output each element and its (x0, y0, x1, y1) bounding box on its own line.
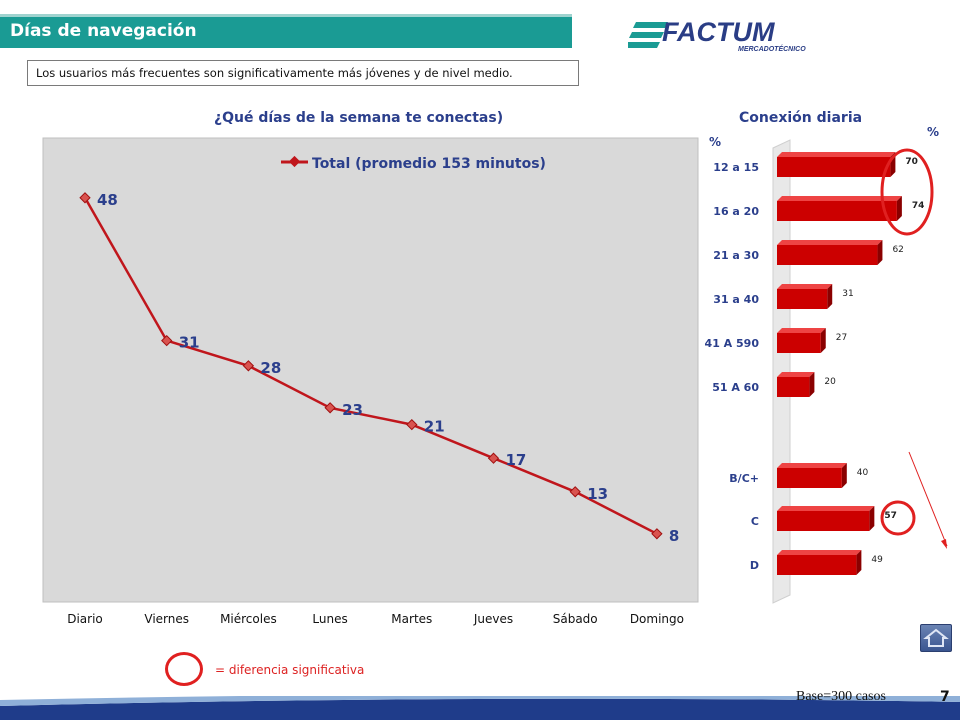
footer-band (0, 696, 960, 720)
title-bar (0, 14, 572, 48)
x-tick-label: Lunes (312, 612, 347, 626)
line-series-path (83, 197, 658, 535)
line-data-label: 21 (424, 418, 445, 436)
line-chart-plot-area (42, 137, 699, 603)
bar-data-label: 62 (892, 245, 903, 255)
legend-circle (165, 652, 203, 686)
page-title: Días de navegación (10, 21, 197, 41)
bar (777, 201, 897, 221)
line-chart-legend: Total (promedio 153 minutos) (281, 155, 546, 172)
bar (777, 511, 870, 531)
bar-side (869, 506, 875, 531)
bar-category-label: C (751, 515, 759, 528)
bar-top (777, 152, 896, 157)
significance-ellipse-c (880, 500, 916, 536)
bar-top (777, 196, 902, 201)
line-data-label: 13 (587, 485, 608, 503)
significance-ellipse-age (880, 148, 934, 236)
bar-category-label: 12 a 15 (713, 161, 759, 174)
bar-side (820, 328, 826, 353)
line-data-label: 8 (669, 527, 679, 545)
bar-side (877, 240, 883, 265)
line-point (79, 192, 91, 204)
x-tick-label: Jueves (473, 612, 513, 626)
line-data-label: 31 (179, 334, 200, 352)
bar-top (777, 550, 862, 555)
bar-top (777, 240, 883, 245)
line-data-label: 17 (506, 451, 527, 469)
bar (777, 377, 810, 397)
line-data-label: 48 (97, 191, 118, 209)
bar-data-label: 40 (857, 468, 869, 478)
logo-subtext: MERCADOTÉCNICO (738, 44, 806, 53)
line-point (651, 528, 663, 540)
bar-unit-left: % (709, 135, 721, 149)
base-note: Base=300 casos (796, 689, 886, 704)
bar (777, 245, 878, 265)
bar (777, 333, 821, 353)
line-point (487, 452, 500, 464)
bar-category-label: B/C+ (729, 472, 759, 485)
subtitle-box: Los usuarios más frecuentes son signific… (27, 60, 579, 86)
logo-text: FACTUM (662, 17, 775, 47)
bar-data-label: 49 (871, 555, 883, 565)
trend-arrow-head (941, 539, 947, 549)
bar-data-label: 70 (905, 157, 918, 167)
bar-side (841, 463, 847, 488)
bar-category-label: 16 a 20 (713, 205, 759, 218)
bar-chart-title: Conexión diaria (739, 110, 863, 126)
bar (777, 289, 828, 309)
line-point (161, 334, 173, 347)
bar-unit-right: % (927, 125, 939, 139)
bar-top (777, 463, 847, 468)
bar-top (777, 506, 875, 511)
bar-data-label: 20 (824, 377, 836, 387)
bar-top (777, 328, 826, 333)
trend-arrow (908, 451, 948, 547)
bar-category-label: 51 A 60 (712, 381, 759, 394)
line-chart-title: ¿Qué días de la semana te conectas) (214, 110, 504, 126)
bar-side (827, 284, 833, 309)
legend-series-label: Total (promedio 153 minutos) (312, 156, 546, 172)
bar-side (809, 372, 815, 397)
bar-data-label: 27 (836, 333, 847, 343)
bar-category-label: 41 A 590 (705, 337, 760, 350)
x-tick-label: Martes (391, 612, 432, 626)
line-data-label: 23 (342, 401, 363, 419)
bar (777, 555, 857, 575)
line-chart: Total (promedio 153 minutos) 48 31 28 23 21 1… (42, 137, 699, 626)
line-data-label: 28 (260, 359, 281, 377)
bar-side (856, 550, 862, 575)
bar-category-label: 31 a 40 (713, 293, 759, 306)
line-point (242, 360, 255, 372)
x-tick-label: Miércoles (220, 612, 277, 626)
x-tick-label: Viernes (144, 612, 189, 626)
line-point (406, 418, 418, 431)
line-point (324, 402, 336, 414)
bar-data-label: 57 (884, 511, 897, 521)
bar-top (777, 284, 833, 289)
line-point (569, 486, 581, 498)
bar-category-label: D (750, 559, 759, 572)
bar (777, 468, 842, 488)
x-tick-label: Sábado (553, 612, 598, 626)
bar-category-label: 21 a 30 (713, 249, 759, 262)
legend-note: = diferencia significativa (215, 663, 365, 677)
home-icon (923, 628, 949, 647)
bar (777, 157, 891, 177)
bar-chart: % % 70 12 a 15 74 16 a 20 62 21 a 30 31 31 a 40… (705, 125, 948, 604)
page-number: 7 (940, 689, 950, 705)
bar-side (896, 196, 902, 221)
x-tick-label: Diario (67, 612, 103, 626)
bar-top (777, 372, 815, 377)
x-tick-label: Domingo (630, 612, 684, 626)
home-button[interactable] (920, 624, 952, 652)
factum-logo: FACTUM MERCADOTÉCNICO (628, 17, 806, 53)
bar-data-label: 31 (842, 289, 853, 299)
bar-data-label: 74 (912, 201, 925, 211)
